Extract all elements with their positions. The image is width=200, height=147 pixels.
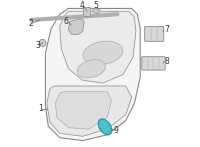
Text: 4: 4 (80, 1, 84, 10)
Polygon shape (68, 19, 84, 34)
Polygon shape (47, 86, 132, 136)
Ellipse shape (83, 41, 123, 65)
Text: 1: 1 (38, 105, 43, 113)
Ellipse shape (93, 8, 100, 13)
FancyBboxPatch shape (145, 27, 164, 41)
Ellipse shape (39, 39, 46, 46)
Text: 8: 8 (164, 57, 169, 66)
Text: 5: 5 (93, 1, 98, 10)
Text: 9: 9 (114, 126, 119, 135)
Ellipse shape (98, 119, 112, 135)
Text: 2: 2 (28, 19, 33, 28)
Polygon shape (45, 8, 140, 141)
Text: 3: 3 (35, 41, 40, 50)
Text: 6: 6 (64, 17, 69, 26)
Bar (83, 7, 90, 16)
Polygon shape (55, 92, 111, 129)
FancyBboxPatch shape (142, 57, 165, 70)
Polygon shape (60, 11, 136, 83)
Text: 7: 7 (164, 25, 169, 35)
Ellipse shape (77, 60, 105, 78)
